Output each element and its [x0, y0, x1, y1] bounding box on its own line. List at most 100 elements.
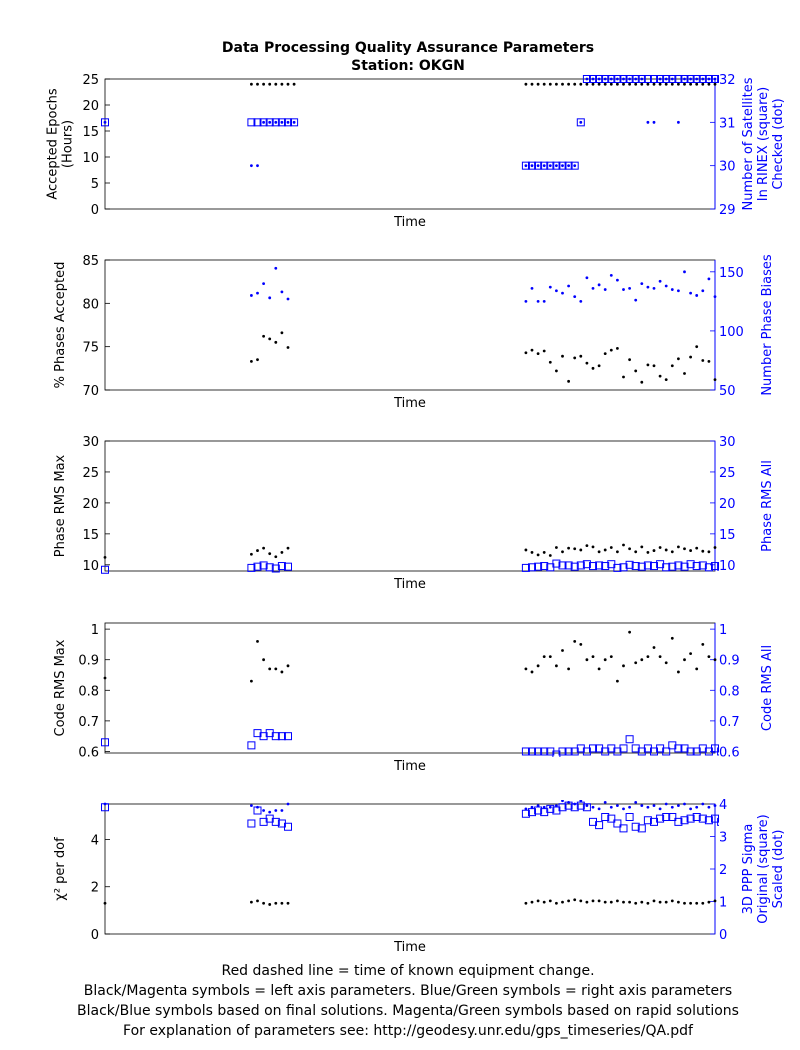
data-point-square — [662, 813, 671, 821]
data-point-dot — [542, 164, 546, 168]
data-point-dot — [567, 284, 570, 288]
data-point-dot — [652, 899, 656, 903]
data-point-dot — [634, 800, 638, 804]
left-axis-label: Accepted Epochs(Hours) — [46, 88, 76, 199]
data-point-dot — [274, 809, 278, 812]
data-point-dot — [280, 82, 284, 86]
data-point-dot — [695, 546, 699, 550]
data-point-dot — [609, 77, 613, 81]
data-point-dot — [781, 291, 784, 294]
data-point-dot — [652, 646, 656, 649]
data-point-dot — [591, 77, 595, 81]
data-point-dot — [548, 554, 552, 557]
data-point-square — [662, 75, 671, 83]
data-point-dot — [762, 83, 765, 86]
data-point-dot — [561, 900, 564, 904]
data-point-dot — [609, 273, 613, 277]
data-point-dot — [268, 667, 272, 671]
data-point-dot — [561, 649, 564, 652]
data-point-dot — [720, 548, 723, 551]
plot-area — [104, 259, 716, 391]
data-point-square — [785, 748, 792, 755]
data-point-dot — [274, 340, 278, 344]
data-point-square — [724, 820, 731, 827]
right-tick-label: 25 — [719, 466, 736, 481]
data-point-dot — [658, 279, 662, 283]
data-point-square — [698, 814, 707, 823]
footer-line-4: For explanation of parameters see: http:… — [123, 1023, 694, 1039]
data-point-square — [717, 817, 719, 826]
data-point-square — [631, 75, 640, 83]
data-point-dot — [286, 346, 290, 349]
data-point-dot — [256, 291, 259, 295]
data-point-square — [643, 816, 652, 825]
data-point-dot — [732, 804, 735, 807]
left-axis-label: % Phases Accepted — [53, 262, 68, 389]
data-point-dot — [250, 900, 253, 904]
data-point-dot — [597, 807, 601, 811]
data-point-dot — [250, 804, 253, 808]
data-point-square — [253, 118, 262, 127]
panel-3: 10 15 20 25 30 10 15 20 25 30 Time Phase RMS Max Pha… — [53, 435, 790, 592]
data-point-square — [259, 118, 268, 127]
data-point-dot — [591, 655, 595, 659]
figure-subtitle: Station: OKGN — [351, 58, 465, 74]
x-axis-label: Time — [393, 577, 426, 592]
data-point-dot — [536, 804, 540, 808]
data-point-dot — [775, 804, 778, 807]
data-point-dot — [268, 903, 272, 906]
data-point-dot — [561, 354, 564, 358]
data-point-dot — [683, 802, 686, 806]
data-point-dot — [561, 164, 564, 168]
data-point-dot — [280, 331, 284, 335]
data-point-square — [277, 562, 286, 571]
data-point-dot — [634, 77, 638, 81]
data-point-dot — [274, 82, 278, 86]
data-point-dot — [274, 120, 278, 124]
data-point-dot — [658, 374, 662, 378]
data-point-square — [704, 563, 713, 572]
data-point-dot — [567, 379, 570, 383]
data-point-dot — [585, 82, 589, 86]
data-point-square — [692, 75, 701, 83]
data-point-square — [625, 735, 634, 744]
data-point-dot — [536, 352, 540, 355]
left-tick-label: 80 — [82, 297, 99, 312]
data-point-square — [631, 562, 640, 571]
data-point-square — [534, 161, 543, 170]
data-point-square — [589, 75, 597, 83]
data-point-dot — [664, 548, 668, 552]
plot-area — [104, 78, 716, 210]
data-point-square — [521, 161, 530, 170]
data-point-square — [760, 76, 767, 83]
data-point-dot — [658, 82, 662, 86]
data-point-dot — [787, 83, 790, 86]
data-point-dot — [616, 679, 619, 683]
data-point-square — [582, 75, 591, 83]
data-point-dot — [286, 120, 290, 124]
data-point-square — [717, 562, 719, 571]
data-point-dot — [713, 899, 717, 903]
data-point-dot — [738, 355, 741, 358]
data-point-dot — [769, 78, 772, 81]
data-point-dot — [787, 549, 790, 552]
data-point-dot — [701, 359, 705, 362]
left-axis-label: Phase RMS Max — [53, 454, 68, 557]
data-point-dot — [555, 289, 558, 293]
data-point-dot — [677, 670, 680, 674]
data-point-dot — [689, 355, 692, 359]
data-point-dot — [652, 364, 656, 368]
data-point-square — [595, 75, 604, 83]
data-point-dot — [640, 804, 644, 808]
data-point-dot — [670, 805, 674, 809]
data-point-dot — [536, 899, 540, 903]
data-point-square — [785, 815, 792, 822]
right-tick-label: 1 — [719, 896, 727, 911]
data-point-square — [101, 118, 109, 127]
right-tick-label: 0.7 — [719, 715, 740, 730]
data-point-dot — [573, 639, 577, 643]
data-point-dot — [262, 809, 265, 812]
data-point-dot — [548, 899, 552, 903]
data-point-dot — [793, 631, 796, 634]
